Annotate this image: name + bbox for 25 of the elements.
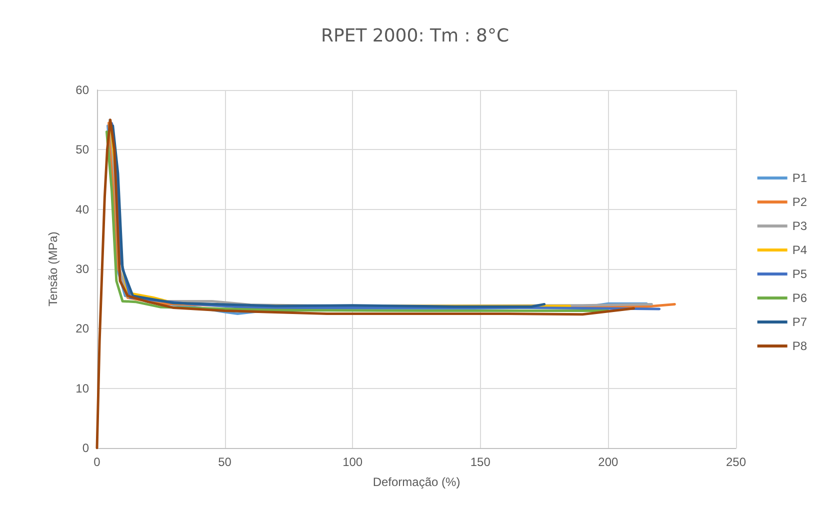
legend-label: P1: [792, 171, 808, 185]
x-tick-label: 200: [598, 455, 619, 469]
legend-label: P3: [792, 219, 808, 233]
x-tick-label: 100: [342, 455, 363, 469]
legend-label: P5: [792, 267, 808, 281]
x-axis-title: Deformação (%): [372, 475, 460, 489]
y-tick-label: 50: [76, 142, 90, 157]
x-tick-label: 0: [94, 455, 101, 469]
legend-label: P6: [792, 291, 808, 305]
x-tick-label: 250: [726, 455, 746, 469]
y-tick-label: 10: [76, 381, 90, 396]
chart-title: RPET 2000: Tm : 8°C: [320, 26, 510, 46]
y-tick-label: 40: [76, 202, 90, 216]
y-tick-label: 0: [82, 441, 90, 455]
legend-label: P4: [792, 243, 808, 257]
y-tick-label: 60: [76, 83, 90, 97]
legend-label: P8: [792, 339, 808, 353]
y-tick-label: 20: [76, 322, 90, 336]
line-series: [96, 118, 636, 450]
legend-label: P2: [792, 195, 808, 209]
y-tick-label: 30: [76, 262, 90, 276]
legend-label: P7: [792, 315, 808, 329]
x-tick-label: 150: [470, 455, 491, 469]
y-axis-title: Tensão (MPa): [46, 232, 60, 306]
x-tick-label: 50: [218, 455, 232, 469]
